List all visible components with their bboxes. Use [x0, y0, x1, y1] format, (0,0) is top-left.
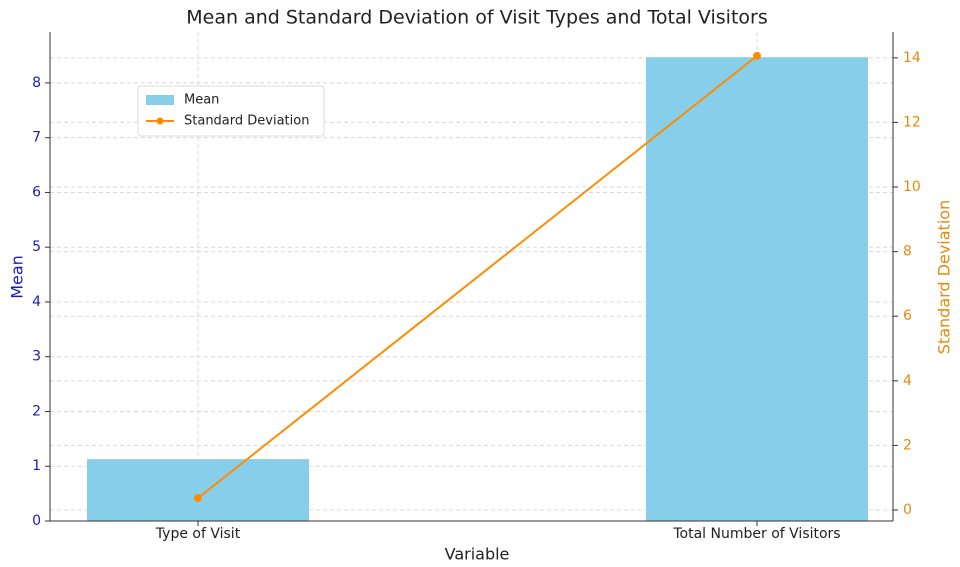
legend-label: Standard Deviation [184, 114, 309, 129]
x-axis-label: Variable [445, 545, 510, 564]
line [197, 55, 758, 499]
y2-tick-label: 6 [903, 308, 912, 324]
y-axis-label: Mean [8, 255, 27, 299]
y-tick-label: 4 [32, 294, 41, 310]
y-tick-label: 7 [32, 130, 41, 146]
chart-title: Mean and Standard Deviation of Visit Typ… [186, 7, 767, 29]
y-tick-label: 6 [32, 184, 41, 200]
x-tick-label: Type of Visit [155, 526, 241, 542]
line-point [194, 494, 202, 503]
y-tick-label: 5 [32, 239, 41, 255]
y2-tick-label: 0 [903, 502, 912, 518]
legend-swatch [156, 117, 164, 125]
bar [646, 57, 868, 522]
x-tick-label: Total Number of Visitors [672, 526, 840, 542]
bar [87, 459, 309, 521]
legend-label: Mean [184, 93, 219, 108]
y2-axis-label: Standard Deviation [935, 200, 954, 354]
y2-tick-label: 14 [903, 50, 921, 66]
y2-tick-label: 4 [903, 373, 912, 389]
legend-box [137, 85, 325, 137]
y-tick-label: 3 [32, 349, 41, 365]
y2-tick-label: 10 [903, 179, 921, 195]
line-point [753, 51, 761, 60]
y2-tick-label: 12 [903, 114, 921, 130]
y-tick-label: 0 [32, 513, 41, 529]
legend-swatch [146, 95, 174, 105]
y-tick-label: 8 [32, 75, 41, 91]
y-tick-label: 1 [32, 458, 41, 474]
y2-tick-label: 2 [903, 437, 912, 453]
y2-tick-label: 8 [903, 244, 912, 260]
y-tick-label: 2 [32, 403, 41, 419]
